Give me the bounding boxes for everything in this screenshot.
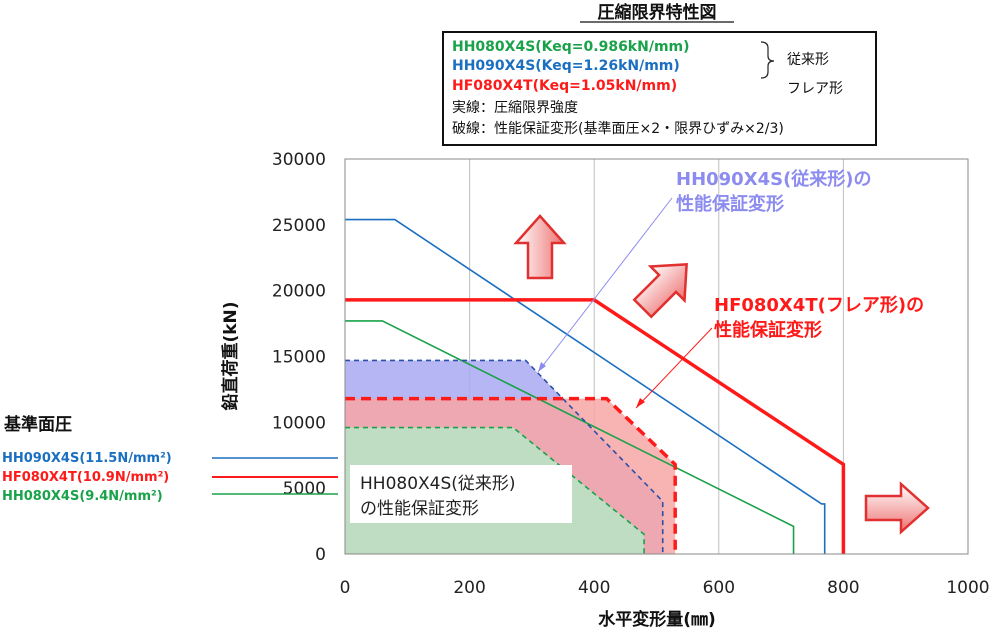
legend-item-hf080: HF080X4T(Keq=1.05kN/mm) (452, 78, 677, 94)
series-line-1 (345, 298, 846, 554)
series-line-5 (345, 426, 645, 554)
legend: HH080X4S(Keq=0.986kN/mm) HH090X4S(Keq=1.… (442, 31, 877, 146)
annotation-hf080-pointer (635, 327, 713, 409)
x-tick-labels: 0 200 400 600 800 1000 (340, 578, 990, 598)
y-tick-label: 0 (315, 545, 326, 565)
annotation-hf080-line1: HF080X4T(フレア形)の (714, 295, 924, 316)
legend-item-hh090: HH090X4S(Keq=1.26kN/mm) (452, 58, 680, 74)
arrow-diagonal-icon (632, 263, 688, 319)
annotation-hh090-pointer (537, 197, 673, 373)
y-tick-label: 10000 (272, 413, 326, 433)
arrow-up-icon (513, 214, 567, 280)
legend-brace (760, 41, 775, 79)
x-tick-label: 1000 (946, 578, 989, 598)
y-tick-label: 15000 (272, 348, 326, 368)
base-pressure-title: 基準面圧 (3, 414, 72, 435)
y-tick-label: 5000 (283, 479, 326, 499)
annotation-hf080-pointer-head (636, 398, 645, 408)
annotation-hh090-line1: HH090X4S(従来形)の (676, 168, 872, 190)
arrow-right-icon (864, 481, 930, 535)
y-axis-label: 鉛直荷重(kN) (220, 301, 241, 410)
legend-item-hh080: HH080X4S(Keq=0.986kN/mm) (452, 39, 690, 55)
legend-brace-label-conventional: 従来形 (787, 52, 829, 68)
base-pressure-hh080: HH080X4S(9.4N/mm²) (2, 489, 163, 504)
legend-brace-label-flare: フレア形 (787, 81, 843, 97)
series-lines (345, 218, 846, 554)
y-tick-label: 25000 (272, 216, 326, 236)
base-pressure-panel: 基準面圧 HH090X4S(11.5N/mm²) HF080X4T(10.9N/… (2, 414, 338, 504)
annotation-hh080-line2: の性能保証変形 (360, 499, 479, 519)
x-tick-label: 800 (827, 578, 859, 598)
annotation-hh090-line2: 性能保証変形 (676, 193, 784, 215)
plot-border (344, 158, 969, 555)
legend-box (442, 31, 877, 146)
series-line-0 (345, 218, 826, 554)
x-axis-label: 水平変形量(㎜) (598, 609, 716, 630)
base-pressure-hf080: HF080X4T(10.9N/mm²) (2, 470, 169, 485)
x-tick-label: 0 (340, 578, 351, 598)
series-line-3 (345, 359, 664, 554)
x-tick-label: 400 (578, 578, 610, 598)
annotation-hh080-line1: HH080X4S(従来形) (360, 474, 516, 494)
series-line-2 (345, 320, 795, 554)
y-tick-label: 20000 (272, 282, 326, 302)
annotation-hh090-pointer-head (538, 362, 546, 372)
legend-note-dashed: 破線：性能保証変形(基準面圧×2・限界ひずみ×2/3) (452, 120, 784, 137)
y-tick-labels: 0 5000 10000 15000 20000 25000 30000 (272, 150, 326, 565)
y-tick-label: 30000 (272, 150, 326, 170)
chart-title: 圧縮限界特性図 (598, 2, 717, 23)
x-tick-label: 600 (703, 578, 735, 598)
legend-note-solid: 実線：圧縮限界強度 (452, 100, 578, 116)
base-pressure-hh090: HH090X4S(11.5N/mm²) (2, 451, 172, 466)
x-tick-label: 200 (453, 578, 485, 598)
annotation-hh080-box (350, 465, 572, 523)
annotation-hf080-line2: 性能保証変形 (714, 319, 822, 341)
series-line-4 (345, 396, 677, 554)
